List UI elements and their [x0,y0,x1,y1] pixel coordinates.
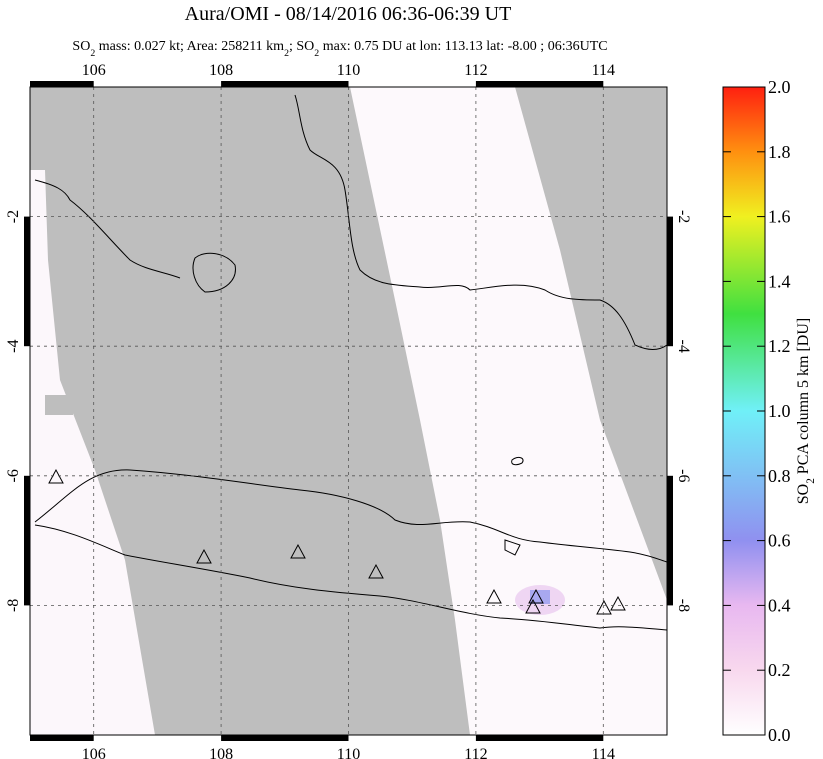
colorbar-tick-label: 1.6 [768,207,791,227]
swath [350,87,667,735]
x-tick-label: 108 [209,746,233,759]
frame-bar [24,475,30,606]
colorbar-tick-label: 0.4 [768,595,791,615]
text-part: PCA column 5 km [DU] [795,318,812,478]
swath-edge [30,170,155,735]
subscript: 2 [90,48,95,59]
x-tick-label: 112 [464,62,487,79]
volcanoes [48,468,626,615]
frame-bar [221,81,349,87]
colorbar-tick-label: 1.2 [768,336,791,356]
text-part: ; SO [289,39,314,54]
y-tick-label: -8 [5,599,22,612]
frame-bar [475,81,604,87]
frame-bar [221,735,349,741]
colorbar-label: SO2 PCA column 5 km [DU] [795,318,817,505]
colorbar-tick-label: 0.0 [768,725,791,745]
colorbar-tick-label: 0.8 [768,466,791,486]
x-tick-label: 106 [82,62,106,79]
subscript: 2 [314,48,319,59]
x-tick-label: 112 [464,746,487,759]
y-tick-label: -8 [675,599,692,612]
frame-bar [30,81,94,87]
frame-bar [667,475,673,606]
colorbar-tick-label: 1.8 [768,142,791,162]
text-part: SO [72,39,90,54]
y-tick-label: -2 [5,210,22,223]
y-tick-label: -2 [675,210,692,223]
y-tick-label: -4 [5,340,22,353]
map-subtitle: SO2 mass: 0.027 kt; Area: 258211 km2; SO… [72,39,607,59]
frame-bar [24,216,30,347]
colorbar-tick-label: 2.0 [768,77,791,97]
frame-bar [30,735,94,741]
colorbar-tick-label: 1.4 [768,271,791,291]
text-part: SO [795,484,812,504]
y-tick-label: -6 [5,469,22,482]
colorbar-tick-label: 0.2 [768,660,791,680]
frame-bar [475,735,604,741]
y-tick-label: -6 [675,469,692,482]
subscript: 2 [805,478,817,484]
y-tick-label: -4 [675,340,692,353]
x-tick-label: 106 [82,746,106,759]
colorbar-tick-label: 1.0 [768,401,791,421]
x-tick-label: 114 [592,746,615,759]
frame-bar [667,216,673,347]
x-tick-label: 110 [337,746,360,759]
colorbar-tick-label: 0.6 [768,531,791,551]
text-part: max: 0.75 DU at lon: 113.13 lat: -8.00 ;… [319,39,607,54]
x-tick-label: 108 [209,62,233,79]
text-part: mass: 0.027 kt; Area: 258211 km [95,39,284,54]
no-data-patch [45,395,73,415]
subscript: 2 [284,48,289,59]
x-tick-label: 114 [592,62,615,79]
x-tick-label: 110 [337,62,360,79]
map-title: Aura/OMI - 08/14/2016 06:36-06:39 UT [185,3,512,25]
